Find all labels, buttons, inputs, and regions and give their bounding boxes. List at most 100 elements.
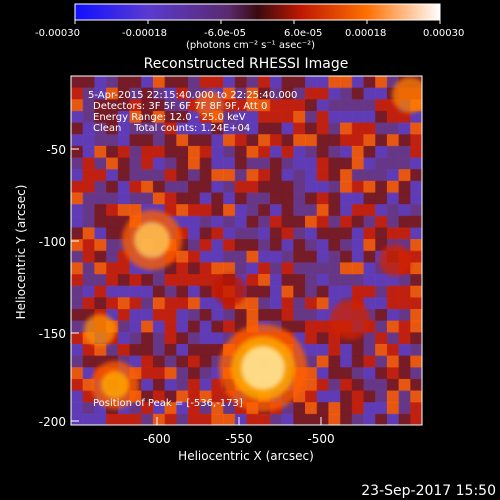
heatmap-cell: [164, 122, 178, 136]
heatmap-cell: [152, 274, 166, 287]
heatmap-cell: [410, 320, 422, 334]
heatmap-cell: [305, 134, 318, 147]
heatmap-cell: [293, 122, 306, 136]
heatmap-cell: [398, 297, 412, 310]
heatmap-cell: [141, 367, 154, 380]
heatmap-cell: [386, 110, 400, 124]
heatmap-cell: [129, 192, 142, 205]
heatmap-cell: [71, 262, 84, 275]
heatmap-cell: [164, 402, 178, 415]
heatmap-cell: [269, 285, 283, 299]
heatmap-cell: [340, 180, 353, 194]
heatmap-cell: [386, 180, 400, 194]
heatmap-cell: [211, 413, 224, 425]
heatmap-cell: [117, 309, 131, 322]
heatmap-cell: [141, 76, 154, 89]
heatmap-cell: [398, 274, 412, 287]
heatmap-cell: [386, 297, 400, 310]
heatmap-cell: [129, 402, 142, 415]
heatmap-cell: [82, 262, 96, 275]
emission-source: [392, 77, 422, 113]
heatmap-cell: [223, 320, 236, 334]
heatmap-cell: [258, 76, 271, 89]
heatmap-cell: [234, 204, 248, 217]
heatmap-cell: [106, 180, 119, 194]
heatmap-cell: [82, 227, 96, 240]
heatmap-cell: [71, 122, 84, 136]
heatmap-cell: [386, 122, 400, 136]
heatmap-cell: [316, 320, 330, 334]
heatmap-cell: [94, 192, 107, 205]
heatmap-cell: [176, 250, 189, 264]
heatmap-cell: [199, 413, 213, 425]
heatmap-cell: [386, 145, 400, 159]
heatmap-cell: [305, 110, 318, 124]
heatmap-cell: [281, 274, 295, 287]
heatmap-cell: [316, 145, 330, 159]
heatmap-cell: [258, 227, 271, 240]
heatmap-cell: [305, 285, 318, 299]
heatmap-cell: [281, 122, 295, 136]
heatmap-cell: [340, 215, 353, 229]
heatmap-cell: [246, 285, 259, 299]
heatmap-cell: [269, 145, 283, 159]
heatmap-cell: [71, 87, 84, 101]
heatmap-cell: [188, 134, 201, 147]
heatmap-cell: [305, 309, 318, 322]
heatmap-cell: [152, 169, 166, 182]
heatmap-cell: [398, 145, 412, 159]
heatmap-cell: [82, 192, 96, 205]
heatmap-cell: [223, 227, 236, 240]
heatmap-cell: [94, 274, 107, 287]
heatmap-cell: [94, 122, 107, 136]
heatmap-cell: [223, 110, 236, 124]
heatmap-cell: [176, 390, 189, 404]
heatmap-cell: [246, 110, 259, 124]
heatmap-cell: [363, 87, 376, 101]
heatmap-cell: [152, 367, 166, 380]
heatmap-cell: [293, 76, 306, 89]
heatmap-cell: [281, 227, 295, 240]
heatmap-cell: [94, 169, 107, 182]
heatmap-cell: [340, 390, 353, 404]
heatmap-cell: [188, 204, 201, 217]
heatmap-cell: [375, 99, 388, 112]
heatmap-cell: [176, 297, 189, 310]
heatmap-cell: [234, 250, 248, 264]
heatmap-cell: [293, 192, 306, 205]
heatmap-cell: [375, 297, 388, 310]
heatmap-cell: [152, 134, 166, 147]
heatmap-cell: [71, 250, 84, 264]
heatmap-cell: [386, 227, 400, 240]
heatmap-cell: [164, 367, 178, 380]
heatmap-cell: [106, 169, 119, 182]
heatmap-cell: [340, 343, 353, 357]
heatmap-cell: [328, 262, 341, 275]
heatmap-cell: [281, 215, 295, 229]
heatmap-cell: [340, 250, 353, 264]
heatmap-cell: [234, 227, 248, 240]
heatmap-cell: [316, 227, 330, 240]
heatmap-cell: [117, 99, 131, 112]
heatmap-cell: [164, 285, 178, 299]
heatmap-cell: [305, 145, 318, 159]
heatmap-cell: [164, 378, 178, 392]
heatmap-cell: [363, 76, 376, 89]
heatmap-cell: [316, 297, 330, 310]
heatmap-cell: [188, 332, 201, 345]
heatmap-cell: [410, 134, 422, 147]
heatmap-cell: [211, 145, 224, 159]
heatmap-cell: [188, 390, 201, 404]
heatmap-cell: [328, 402, 341, 415]
heatmap-cell: [363, 192, 376, 205]
heatmap-cell: [363, 262, 376, 275]
heatmap-cell: [316, 99, 330, 112]
heatmap-cell: [386, 134, 400, 147]
heatmap-cell: [269, 215, 283, 229]
heatmap-cell: [164, 332, 178, 345]
heatmap-cell: [152, 180, 166, 194]
heatmap-cell: [293, 285, 306, 299]
heatmap-cell: [223, 250, 236, 264]
heatmap-cell: [71, 285, 84, 299]
heatmap-cell: [141, 169, 154, 182]
